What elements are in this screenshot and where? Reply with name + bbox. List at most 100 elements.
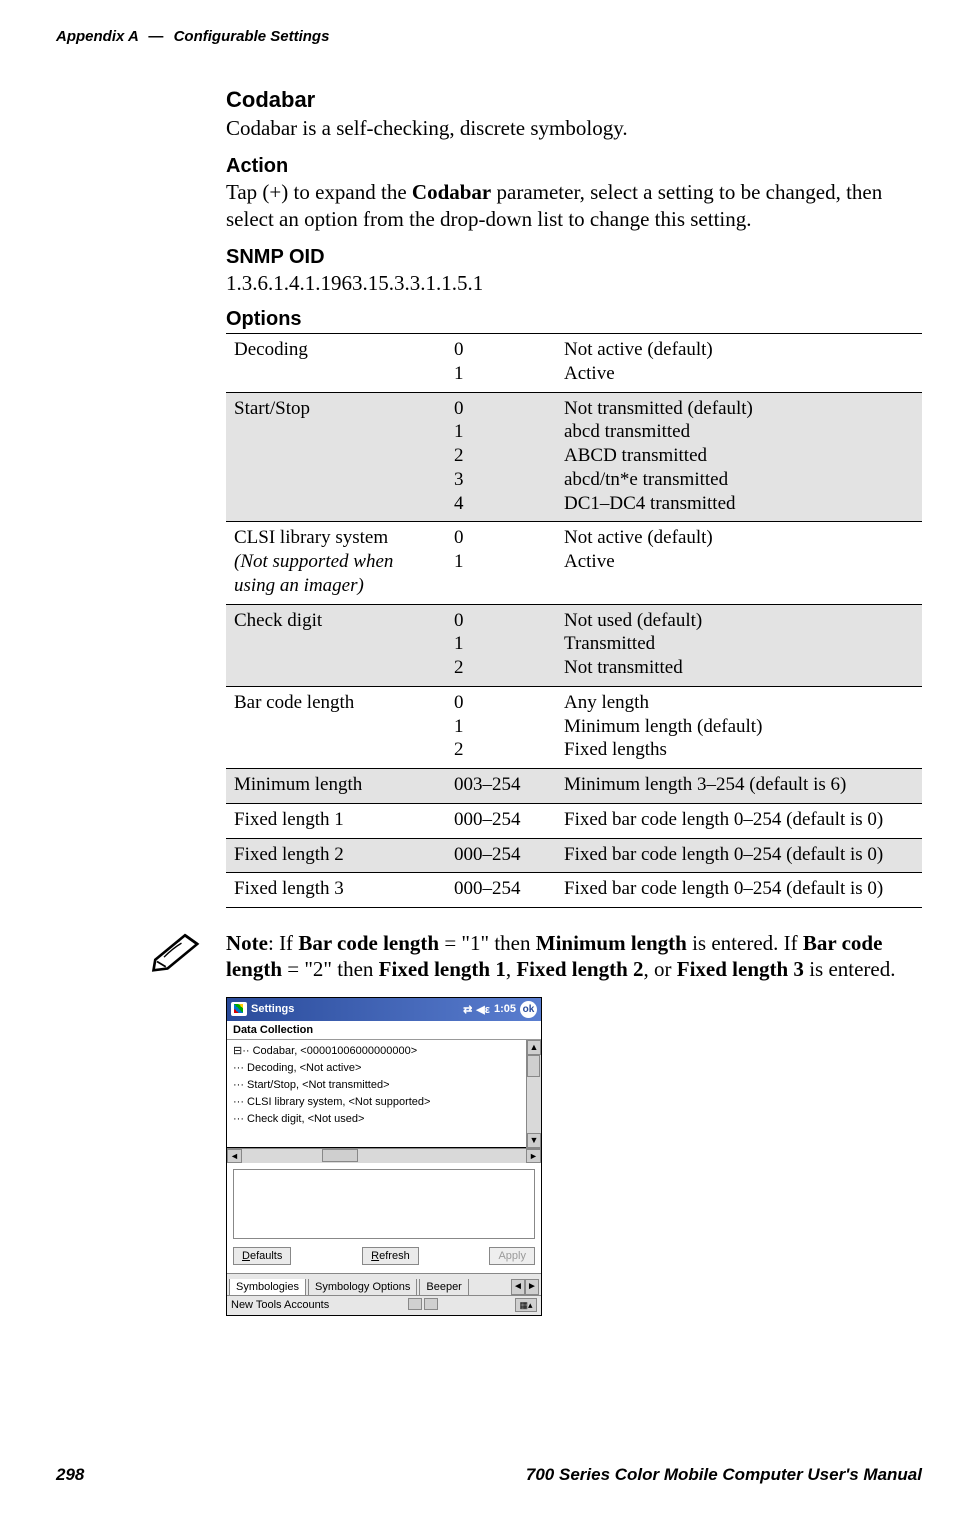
pda-detail-box: [233, 1169, 535, 1239]
note-bold-8: Fixed length 1: [379, 957, 506, 981]
option-values-cell: 012: [446, 604, 556, 686]
pda-bottom-bar: New Tools Accounts ▦▴: [227, 1295, 541, 1315]
option-values-cell: 000–254: [446, 803, 556, 838]
note-text: Note: If Bar code length = "1" then Mini…: [226, 930, 922, 983]
note-t1: : If: [268, 931, 298, 955]
tree-line-1[interactable]: ··· Decoding, <Not active>: [233, 1060, 539, 1077]
options-table: Decoding01Not active (default)ActiveStar…: [226, 333, 922, 908]
options-row: Check digit012Not used (default)Transmit…: [226, 604, 922, 686]
option-name-cell: Decoding: [226, 334, 446, 393]
pda-window: Settings ⇄ ◀ε 1:05 ok Data Collection ⊟·…: [226, 997, 542, 1316]
horizontal-scrollbar[interactable]: ◄ ►: [227, 1148, 541, 1163]
note-bold-4: Minimum length: [536, 931, 687, 955]
option-desc-cell: Any lengthMinimum length (default)Fixed …: [556, 686, 922, 768]
hscroll-thumb[interactable]: [322, 1149, 358, 1162]
heading-codabar: Codabar: [226, 87, 922, 113]
running-header: Appendix A — Configurable Settings: [56, 28, 922, 45]
note-bold-2: Bar code length: [298, 931, 439, 955]
option-desc-cell: Fixed bar code length 0–254 (default is …: [556, 803, 922, 838]
pda-titlebar: Settings ⇄ ◀ε 1:05 ok: [227, 998, 541, 1021]
tab-right-arrow[interactable]: ►: [525, 1279, 539, 1295]
refresh-button[interactable]: Refresh: [362, 1247, 419, 1265]
pda-screenshot: Settings ⇄ ◀ε 1:05 ok Data Collection ⊟·…: [226, 997, 542, 1316]
tree-line-3[interactable]: ··· CLSI library system, <Not supported>: [233, 1094, 539, 1111]
heading-snmp: SNMP OID: [226, 246, 922, 269]
start-flag-icon[interactable]: [231, 1002, 247, 1016]
bottom-menu[interactable]: New Tools Accounts: [231, 1299, 329, 1311]
defaults-button[interactable]: Defaults: [233, 1247, 291, 1265]
note-row: Note: If Bar code length = "1" then Mini…: [56, 930, 922, 983]
hscroll-track[interactable]: [242, 1149, 526, 1163]
heading-options: Options: [226, 308, 922, 331]
bottom-icon-2[interactable]: [424, 1298, 438, 1310]
vscroll-track[interactable]: [527, 1055, 541, 1133]
apply-button: Apply: [489, 1247, 535, 1265]
options-row: Fixed length 3000–254Fixed bar code leng…: [226, 873, 922, 908]
option-name-cell: Start/Stop: [226, 392, 446, 522]
option-values-cell: 000–254: [446, 873, 556, 908]
option-name-cell: Fixed length 2: [226, 838, 446, 873]
header-right: Configurable Settings: [174, 28, 330, 45]
header-left-label: Appendix: [56, 28, 124, 45]
option-desc-cell: Not active (default)Active: [556, 334, 922, 393]
scroll-down-button[interactable]: ▼: [527, 1133, 541, 1148]
option-desc-cell: Not used (default)TransmittedNot transmi…: [556, 604, 922, 686]
option-desc-cell: Minimum length 3–254 (default is 6): [556, 769, 922, 804]
scroll-left-button[interactable]: ◄: [227, 1149, 242, 1163]
action-bold: Codabar: [412, 180, 491, 204]
options-row: Bar code length012Any lengthMinimum leng…: [226, 686, 922, 768]
option-values-cell: 012: [446, 686, 556, 768]
pda-button-row: Defaults Refresh Apply: [227, 1245, 541, 1273]
speaker-icon[interactable]: ◀ε: [476, 1003, 490, 1016]
vscroll-thumb[interactable]: [527, 1055, 540, 1077]
option-desc-cell: Not transmitted (default)abcd transmitte…: [556, 392, 922, 522]
action-body: Tap (+) to expand the Codabar parameter,…: [226, 179, 922, 232]
option-values-cell: 01234: [446, 392, 556, 522]
tree-line-4[interactable]: ··· Check digit, <Not used>: [233, 1111, 539, 1128]
scroll-up-button[interactable]: ▲: [527, 1040, 541, 1055]
option-name-cell: Bar code length: [226, 686, 446, 768]
option-values-cell: 01: [446, 334, 556, 393]
pda-tabs: Symbologies Symbology Options Beeper ◄ ►: [227, 1273, 541, 1295]
note-t3: = "1" then: [439, 931, 536, 955]
pda-tree-wrap: ⊟·· Codabar, <00001006000000000> ··· Dec…: [227, 1040, 541, 1148]
snmp-oid: 1.3.6.1.4.1.1963.15.3.3.1.1.5.1: [226, 270, 922, 296]
pda-subheader: Data Collection: [227, 1021, 541, 1040]
options-row: Start/Stop01234Not transmitted (default)…: [226, 392, 922, 522]
codabar-body: Codabar is a self-checking, discrete sym…: [226, 115, 922, 141]
note-t7: = "2" then: [282, 957, 379, 981]
page: Appendix A — Configurable Settings Codab…: [0, 0, 978, 1521]
option-name-cell: Fixed length 1: [226, 803, 446, 838]
options-row: Fixed length 1000–254Fixed bar code leng…: [226, 803, 922, 838]
tree-line-0[interactable]: ⊟·· Codabar, <00001006000000000>: [233, 1043, 539, 1060]
tab-scroll-arrows: ◄ ►: [511, 1279, 539, 1295]
note-t11: , or: [644, 957, 677, 981]
option-desc-cell: Fixed bar code length 0–254 (default is …: [556, 838, 922, 873]
connectivity-icon[interactable]: ⇄: [463, 1003, 472, 1016]
page-number: 298: [56, 1465, 84, 1485]
note-bold-0: Note: [226, 931, 268, 955]
tab-beeper[interactable]: Beeper: [419, 1279, 468, 1296]
heading-action: Action: [226, 155, 922, 178]
tab-symbologies[interactable]: Symbologies: [229, 1279, 306, 1296]
option-name-cell: CLSI library system(Not supported when u…: [226, 522, 446, 604]
keyboard-icon[interactable]: ▦▴: [515, 1298, 537, 1312]
bottom-icon-1[interactable]: [408, 1298, 422, 1310]
note-icon: [150, 930, 206, 977]
note-bold-12: Fixed length 3: [677, 957, 804, 981]
options-row: Fixed length 2000–254Fixed bar code leng…: [226, 838, 922, 873]
vertical-scrollbar[interactable]: ▲ ▼: [526, 1040, 541, 1148]
tab-symbology-options[interactable]: Symbology Options: [308, 1279, 417, 1296]
options-row: Decoding01Not active (default)Active: [226, 334, 922, 393]
header-left-id: A: [128, 28, 138, 45]
tab-left-arrow[interactable]: ◄: [511, 1279, 525, 1295]
pda-title: Settings: [251, 1003, 294, 1015]
ok-button[interactable]: ok: [520, 1001, 537, 1018]
pda-tree[interactable]: ⊟·· Codabar, <00001006000000000> ··· Dec…: [227, 1040, 541, 1148]
option-values-cell: 000–254: [446, 838, 556, 873]
option-name-cell: Minimum length: [226, 769, 446, 804]
tree-line-2[interactable]: ··· Start/Stop, <Not transmitted>: [233, 1077, 539, 1094]
options-row: CLSI library system(Not supported when u…: [226, 522, 922, 604]
note-t9: ,: [506, 957, 517, 981]
scroll-right-button[interactable]: ►: [526, 1149, 541, 1163]
